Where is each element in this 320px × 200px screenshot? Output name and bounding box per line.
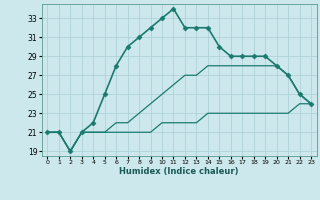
X-axis label: Humidex (Indice chaleur): Humidex (Indice chaleur) [119,167,239,176]
